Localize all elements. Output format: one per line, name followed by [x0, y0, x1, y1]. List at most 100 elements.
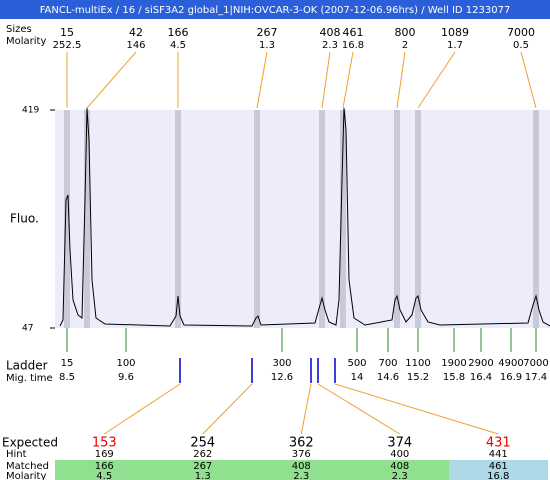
expected: 374 — [387, 436, 412, 451]
matched: 267 — [193, 461, 212, 472]
row-label: Hint — [6, 449, 27, 460]
row-label: Molarity — [6, 471, 46, 480]
ladder-time: 16.9 — [500, 372, 522, 383]
peak-size: 15 — [60, 26, 74, 39]
peak-molarity: 0.5 — [513, 40, 529, 51]
ladder-size: 4900 — [498, 358, 523, 369]
table-cell-bg — [449, 460, 548, 480]
peak-size: 7000 — [507, 26, 535, 39]
peak-molarity: 16.8 — [342, 40, 364, 51]
hint: 376 — [292, 449, 311, 460]
ladder-size: 1100 — [405, 358, 430, 369]
peak-size: 408 — [320, 26, 341, 39]
ladder-size: 7000 — [523, 358, 548, 369]
ladder-label: Ladder — [6, 359, 48, 373]
ladder-time: 12.6 — [271, 372, 293, 383]
matched-molarity: 2.3 — [392, 471, 408, 480]
expected: 431 — [486, 436, 511, 451]
matched: 166 — [95, 461, 114, 472]
ladder-time: 8.5 — [59, 372, 75, 383]
peak-band — [64, 110, 70, 328]
peak-band — [254, 110, 260, 328]
peak-size: 461 — [343, 26, 364, 39]
ladder-size: 100 — [116, 358, 135, 369]
expected: 362 — [289, 436, 314, 451]
row-label: Expected — [2, 436, 58, 450]
peak-band — [84, 110, 90, 328]
ladder-time: 16.4 — [470, 372, 492, 383]
peak-molarity: 2.3 — [322, 40, 338, 51]
expected: 254 — [190, 436, 215, 451]
ladder-time: 9.6 — [118, 372, 134, 383]
peak-band — [319, 110, 325, 328]
peak-band — [415, 110, 421, 328]
y-tick-label: 47 — [22, 324, 33, 334]
ladder-time: 14 — [351, 372, 364, 383]
peak-connector — [86, 51, 137, 109]
table-cell-bg — [350, 460, 450, 480]
peak-size: 42 — [129, 26, 143, 39]
peak-band — [175, 110, 181, 328]
ladder-size: 2900 — [468, 358, 493, 369]
peak-molarity: 1.7 — [447, 40, 463, 51]
peak-band — [394, 110, 400, 328]
peak-molarity: 2 — [402, 40, 408, 51]
ladder-time: 14.6 — [377, 372, 399, 383]
hint: 262 — [193, 449, 212, 460]
matched-molarity: 16.8 — [487, 471, 509, 480]
expected-connector — [202, 383, 253, 435]
expected-connector — [103, 383, 181, 435]
peak-connector — [396, 51, 406, 109]
ladder-time: 15.2 — [407, 372, 429, 383]
expected-connector — [300, 383, 312, 435]
peak-molarity: 252.5 — [53, 40, 82, 51]
peak-band — [533, 110, 539, 328]
matched: 408 — [390, 461, 409, 472]
y-label: Fluo. — [10, 212, 39, 226]
expected-connector — [317, 383, 401, 435]
peak-connector — [520, 51, 537, 109]
molarity-label: Molarity — [6, 36, 46, 47]
hint: 400 — [390, 449, 409, 460]
y-tick-label: 419 — [22, 106, 39, 116]
matched-molarity: 2.3 — [293, 471, 309, 480]
row-label: Matched — [6, 461, 49, 472]
peak-molarity: 146 — [126, 40, 145, 51]
peak-size: 1089 — [441, 26, 469, 39]
peak-molarity: 4.5 — [170, 40, 186, 51]
peak-size: 800 — [395, 26, 416, 39]
peak-connector — [342, 51, 354, 109]
matched-molarity: 1.3 — [195, 471, 211, 480]
title-bar — [0, 0, 550, 19]
ladder-time: 15.8 — [443, 372, 465, 383]
trace — [59, 107, 550, 327]
matched: 461 — [489, 461, 508, 472]
ladder-size: 500 — [347, 358, 366, 369]
table-cell-bg — [55, 460, 154, 480]
size-label: Sizes — [6, 24, 32, 35]
expected: 153 — [92, 436, 117, 451]
ladder-size: 1900 — [441, 358, 466, 369]
peak-molarity: 1.3 — [259, 40, 275, 51]
peak-size: 166 — [168, 26, 189, 39]
ladder-size: 700 — [378, 358, 397, 369]
ladder-time: 17.4 — [525, 372, 547, 383]
matched-molarity: 4.5 — [96, 471, 112, 480]
table-cell-bg — [153, 460, 253, 480]
plot-area — [55, 110, 550, 328]
hint: 441 — [489, 449, 508, 460]
table-cell-bg — [252, 460, 351, 480]
time-label: Mig. time — [6, 373, 53, 384]
peak-connector — [417, 51, 456, 109]
ladder-size: 15 — [61, 358, 74, 369]
peak-size: 267 — [257, 26, 278, 39]
peak-connector — [256, 51, 268, 109]
peak-connector — [321, 51, 331, 109]
ladder-size: 300 — [272, 358, 291, 369]
hint: 169 — [95, 449, 114, 460]
matched: 408 — [292, 461, 311, 472]
expected-connector — [334, 383, 499, 435]
title: FANCL-multiEx / 16 / siSF3A2 global_1|NI… — [40, 5, 511, 16]
peak-band — [340, 110, 346, 328]
